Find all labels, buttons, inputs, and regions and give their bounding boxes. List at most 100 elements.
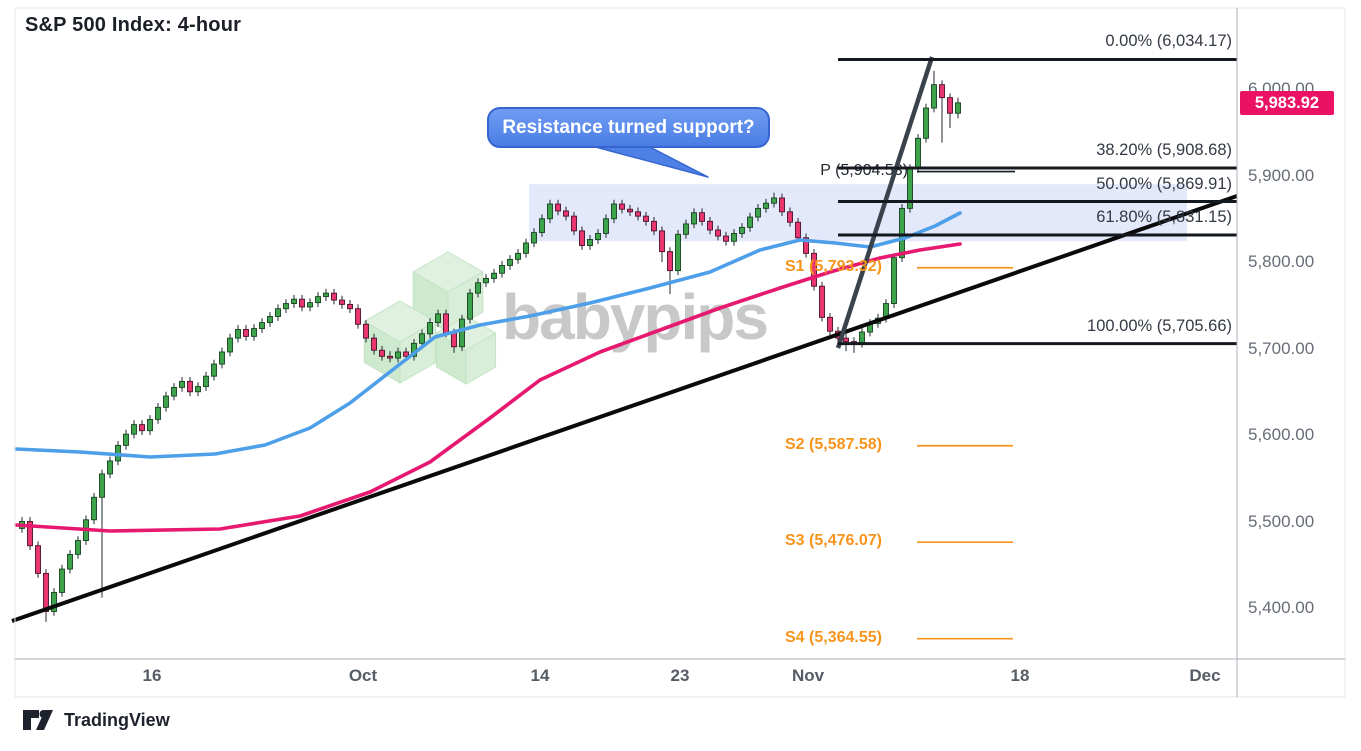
candle: [219, 347, 225, 369]
candle-body: [363, 323, 369, 339]
tradingview-footer: TradingView: [22, 709, 170, 731]
candle-body: [347, 303, 353, 310]
candle-body: [595, 233, 601, 240]
candle: [683, 219, 689, 239]
fib-level-label: 61.80% (5,831.15): [1096, 208, 1232, 227]
candle: [571, 211, 577, 236]
candle: [211, 359, 217, 381]
candle: [715, 225, 721, 241]
candle: [891, 253, 897, 308]
candle: [371, 333, 377, 355]
pivot-support-label: S3 (5,476.07): [785, 532, 882, 550]
candle-body: [355, 308, 361, 325]
candle: [515, 249, 521, 264]
candle: [667, 247, 673, 295]
candle: [315, 292, 321, 307]
candle-body: [251, 328, 257, 337]
candle-body: [259, 322, 265, 330]
candle-body: [771, 197, 777, 204]
tradingview-logo-icon: [23, 710, 53, 730]
candle: [627, 204, 633, 217]
ma-slow-pink: [14, 242, 962, 533]
candle-body: [659, 230, 665, 253]
last-price-badge: 5,983.92: [1240, 90, 1334, 115]
candle-body: [171, 386, 177, 397]
candle-body: [611, 203, 617, 220]
candle-body: [91, 496, 97, 521]
fib-level-label: 38.20% (5,908.68): [1096, 140, 1232, 159]
candle: [179, 377, 185, 392]
cube-right-face: [465, 332, 497, 385]
candle: [347, 300, 353, 314]
candle: [187, 377, 193, 397]
candle: [659, 226, 665, 262]
candle: [491, 268, 497, 283]
candle: [323, 288, 329, 301]
candle-body: [27, 521, 33, 547]
candle: [795, 217, 801, 243]
candle: [67, 550, 73, 574]
chart-frame: [14, 7, 1346, 698]
candle: [499, 261, 505, 278]
price-axis-tick: 5,400.00: [1248, 598, 1315, 617]
candle-body: [667, 251, 673, 272]
candle-body: [99, 473, 105, 498]
candle: [275, 304, 281, 321]
candle: [307, 298, 313, 312]
candle: [579, 226, 585, 250]
candle-body: [315, 296, 321, 304]
candle: [731, 229, 737, 246]
price-axis-tick: 5,600.00: [1248, 425, 1315, 444]
pivot-support-label: S1 (5,793.32): [785, 257, 882, 275]
candle-body: [635, 211, 641, 217]
candle-body: [931, 84, 937, 109]
candle-body: [147, 418, 153, 432]
candle-body: [515, 252, 521, 260]
candle-body: [67, 553, 73, 570]
candle-body: [35, 545, 41, 574]
candle: [291, 294, 297, 308]
candle: [803, 233, 809, 258]
candle: [723, 231, 729, 246]
candle-body: [403, 351, 409, 357]
candle-body: [323, 292, 329, 298]
candle-body: [947, 97, 953, 114]
candle-body: [443, 313, 449, 334]
candle: [907, 164, 913, 213]
fib-level-label: 0.00% (6,034.17): [1105, 32, 1232, 51]
candle-body: [691, 212, 697, 225]
candle-body: [203, 375, 209, 388]
candle: [171, 383, 177, 401]
candle-body: [531, 232, 537, 244]
price-axis-tick: 5,900.00: [1248, 165, 1315, 185]
tradingview-logo-text: TradingView: [64, 709, 170, 730]
candle-body: [467, 292, 473, 320]
time-axis-tick: 23: [670, 666, 690, 685]
candle: [555, 199, 561, 216]
candle-body: [803, 237, 809, 254]
candle-body: [795, 221, 801, 239]
candle: [251, 324, 257, 341]
time-axis-tick: 16: [142, 666, 162, 685]
candle-body: [211, 363, 217, 377]
candle: [227, 333, 233, 357]
rising-trendline: [11, 194, 1238, 623]
candle: [427, 318, 433, 339]
candle-body: [139, 424, 145, 432]
candle-body: [123, 433, 129, 446]
candle: [779, 193, 785, 217]
candle-body: [643, 215, 649, 222]
candle: [603, 214, 609, 238]
candle: [75, 536, 81, 559]
candle-body: [299, 298, 305, 308]
candle-body: [283, 303, 289, 310]
candle-body: [683, 223, 689, 235]
pivot-support-label: S4 (5,364.55): [785, 628, 882, 646]
candle: [235, 325, 241, 343]
candle: [699, 208, 705, 226]
candle-body: [179, 380, 185, 388]
candle-body: [371, 337, 377, 351]
candle: [747, 212, 753, 232]
